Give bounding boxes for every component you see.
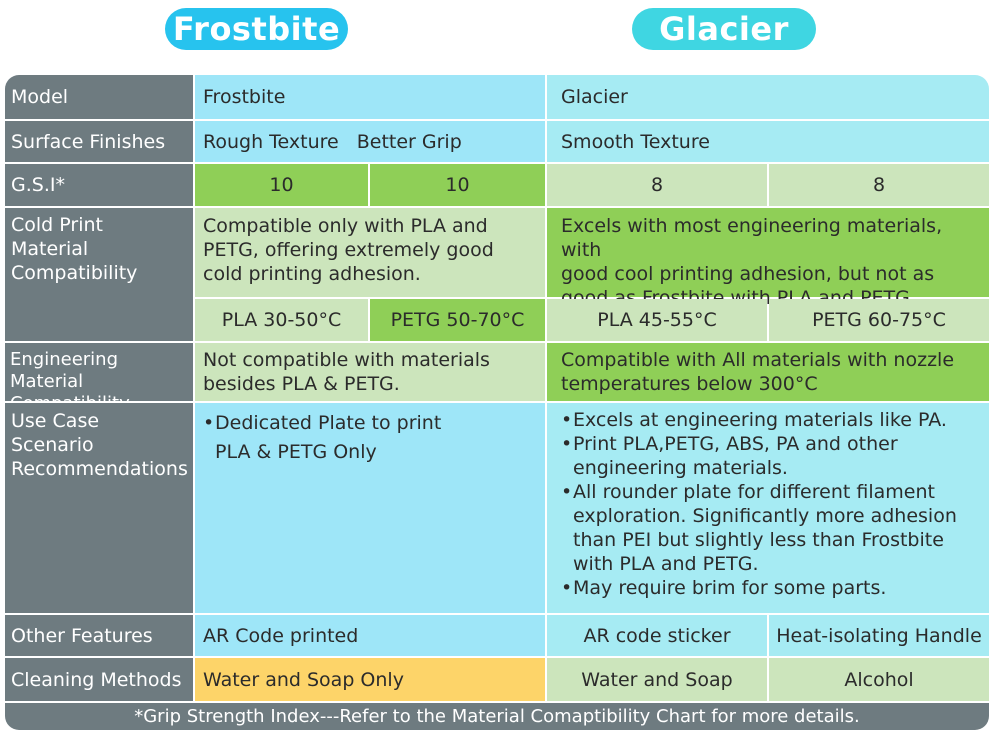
cleaning-frostbite: Water and Soap Only — [195, 658, 545, 701]
footnote: *Grip Strength Index---Refer to the Mate… — [5, 703, 989, 730]
row-label-use-case: Use Case Scenario Recommendations — [5, 403, 193, 613]
use-case-glacier-line: Excels at engineering materials like PA. — [573, 409, 947, 431]
gsi-frostbite-2: 10 — [370, 164, 545, 206]
use-case-glacier-bullet: All rounder plate for different filament… — [561, 480, 975, 576]
model-frostbite: Frostbite — [195, 75, 545, 119]
use-case-glacier-line: engineering materials. — [573, 457, 788, 479]
surface-frostbite-grip: Better Grip — [356, 130, 462, 153]
cold-glacier-line: good cool printing adhesion, but not as — [561, 263, 935, 285]
model-glacier: Glacier — [547, 75, 989, 119]
engineering-glacier-line: Compatible with All materials with nozzl… — [561, 349, 955, 371]
row-label-engineering: Engineering Material Compatibility — [5, 343, 193, 414]
use-case-glacier-line: exploration. Significantly more adhesion — [573, 505, 957, 527]
cold-frostbite-line: PETG, offering extremely good — [203, 239, 494, 261]
cold-glacier-desc: Excels with most engineering materials, … — [547, 208, 989, 309]
use-case-glacier-line: than PEI but slightly less than Frostbit… — [573, 529, 944, 551]
cold-label-line: Cold Print — [11, 214, 103, 236]
cold-label-line: Material — [11, 238, 89, 260]
surface-frostbite-rough: Rough Texture — [203, 130, 339, 153]
use-case-glacier-line: Print PLA,PETG, ABS, PA and other — [573, 433, 898, 455]
row-label-gsi: G.S.I* — [5, 164, 193, 206]
use-case-frostbite: Dedicated Plate to print PLA & PETG Only — [195, 403, 545, 613]
temp-frostbite-pla: PLA 30-50°C — [195, 299, 368, 341]
row-label-cold-print: Cold Print Material Compatibility — [5, 208, 193, 341]
engineering-frostbite-line: besides PLA & PETG. — [203, 373, 400, 395]
cold-glacier-line: Excels with most engineering materials, … — [561, 215, 943, 261]
other-frostbite: AR Code printed — [195, 615, 545, 656]
use-case-glacier-bullet: Excels at engineering materials like PA. — [561, 408, 975, 432]
frostbite-title: Frostbite — [165, 8, 348, 50]
other-glacier-sticker: AR code sticker — [547, 615, 767, 656]
row-label-cleaning: Cleaning Methods — [5, 658, 193, 701]
gsi-glacier-2: 8 — [769, 164, 989, 206]
cold-label-line: Compatibility — [11, 262, 138, 284]
row-label-other-features: Other Features — [5, 615, 193, 656]
temp-frostbite-petg: PETG 50-70°C — [370, 299, 545, 341]
use-case-frostbite-line: PLA & PETG Only — [215, 441, 377, 463]
temp-glacier-petg: PETG 60-75°C — [769, 299, 989, 341]
cleaning-glacier-alcohol: Alcohol — [769, 658, 989, 701]
use-case-glacier-bullet: May require brim for some parts. — [561, 576, 975, 600]
cold-frostbite-desc: Compatible only with PLA and PETG, offer… — [195, 208, 545, 297]
engineering-glacier-line: temperatures below 300°C — [561, 373, 818, 395]
engineering-frostbite-line: Not compatible with materials — [203, 349, 490, 371]
use-case-glacier-bullet: Print PLA,PETG, ABS, PA and other engine… — [561, 432, 975, 480]
engineering-label-line: Engineering Material — [10, 349, 118, 392]
use-case-glacier-line: All rounder plate for different filament — [573, 481, 935, 503]
temp-glacier-pla: PLA 45-55°C — [547, 299, 767, 341]
glacier-title: Glacier — [632, 8, 816, 50]
use-case-label-line: Use Case Scenario — [11, 410, 100, 456]
cold-frostbite-line: cold printing adhesion. — [203, 263, 421, 285]
gsi-frostbite-1: 10 — [195, 164, 368, 206]
use-case-frostbite-line: Dedicated Plate to print — [215, 412, 442, 434]
row-label-model: Model — [5, 75, 193, 119]
use-case-frostbite-bullet: Dedicated Plate to print PLA & PETG Only — [203, 409, 537, 467]
surface-frostbite: Rough Texture Better Grip — [195, 121, 545, 162]
cold-frostbite-line: Compatible only with PLA and — [203, 215, 488, 237]
surface-glacier: Smooth Texture — [547, 121, 989, 162]
use-case-label-line: Recommendations — [11, 458, 188, 480]
gsi-glacier-1: 8 — [547, 164, 767, 206]
cleaning-glacier-soap: Water and Soap — [547, 658, 767, 701]
comparison-table: Model Frostbite Glacier Surface Finishes… — [5, 75, 989, 730]
other-glacier-handle: Heat-isolating Handle — [769, 615, 989, 656]
use-case-glacier-line: May require brim for some parts. — [573, 577, 887, 599]
use-case-glacier-line: with PLA and PETG. — [573, 553, 759, 575]
row-label-surface: Surface Finishes — [5, 121, 193, 162]
use-case-glacier: Excels at engineering materials like PA.… — [547, 403, 989, 613]
engineering-glacier: Compatible with All materials with nozzl… — [547, 343, 989, 401]
engineering-frostbite: Not compatible with materials besides PL… — [195, 343, 545, 401]
